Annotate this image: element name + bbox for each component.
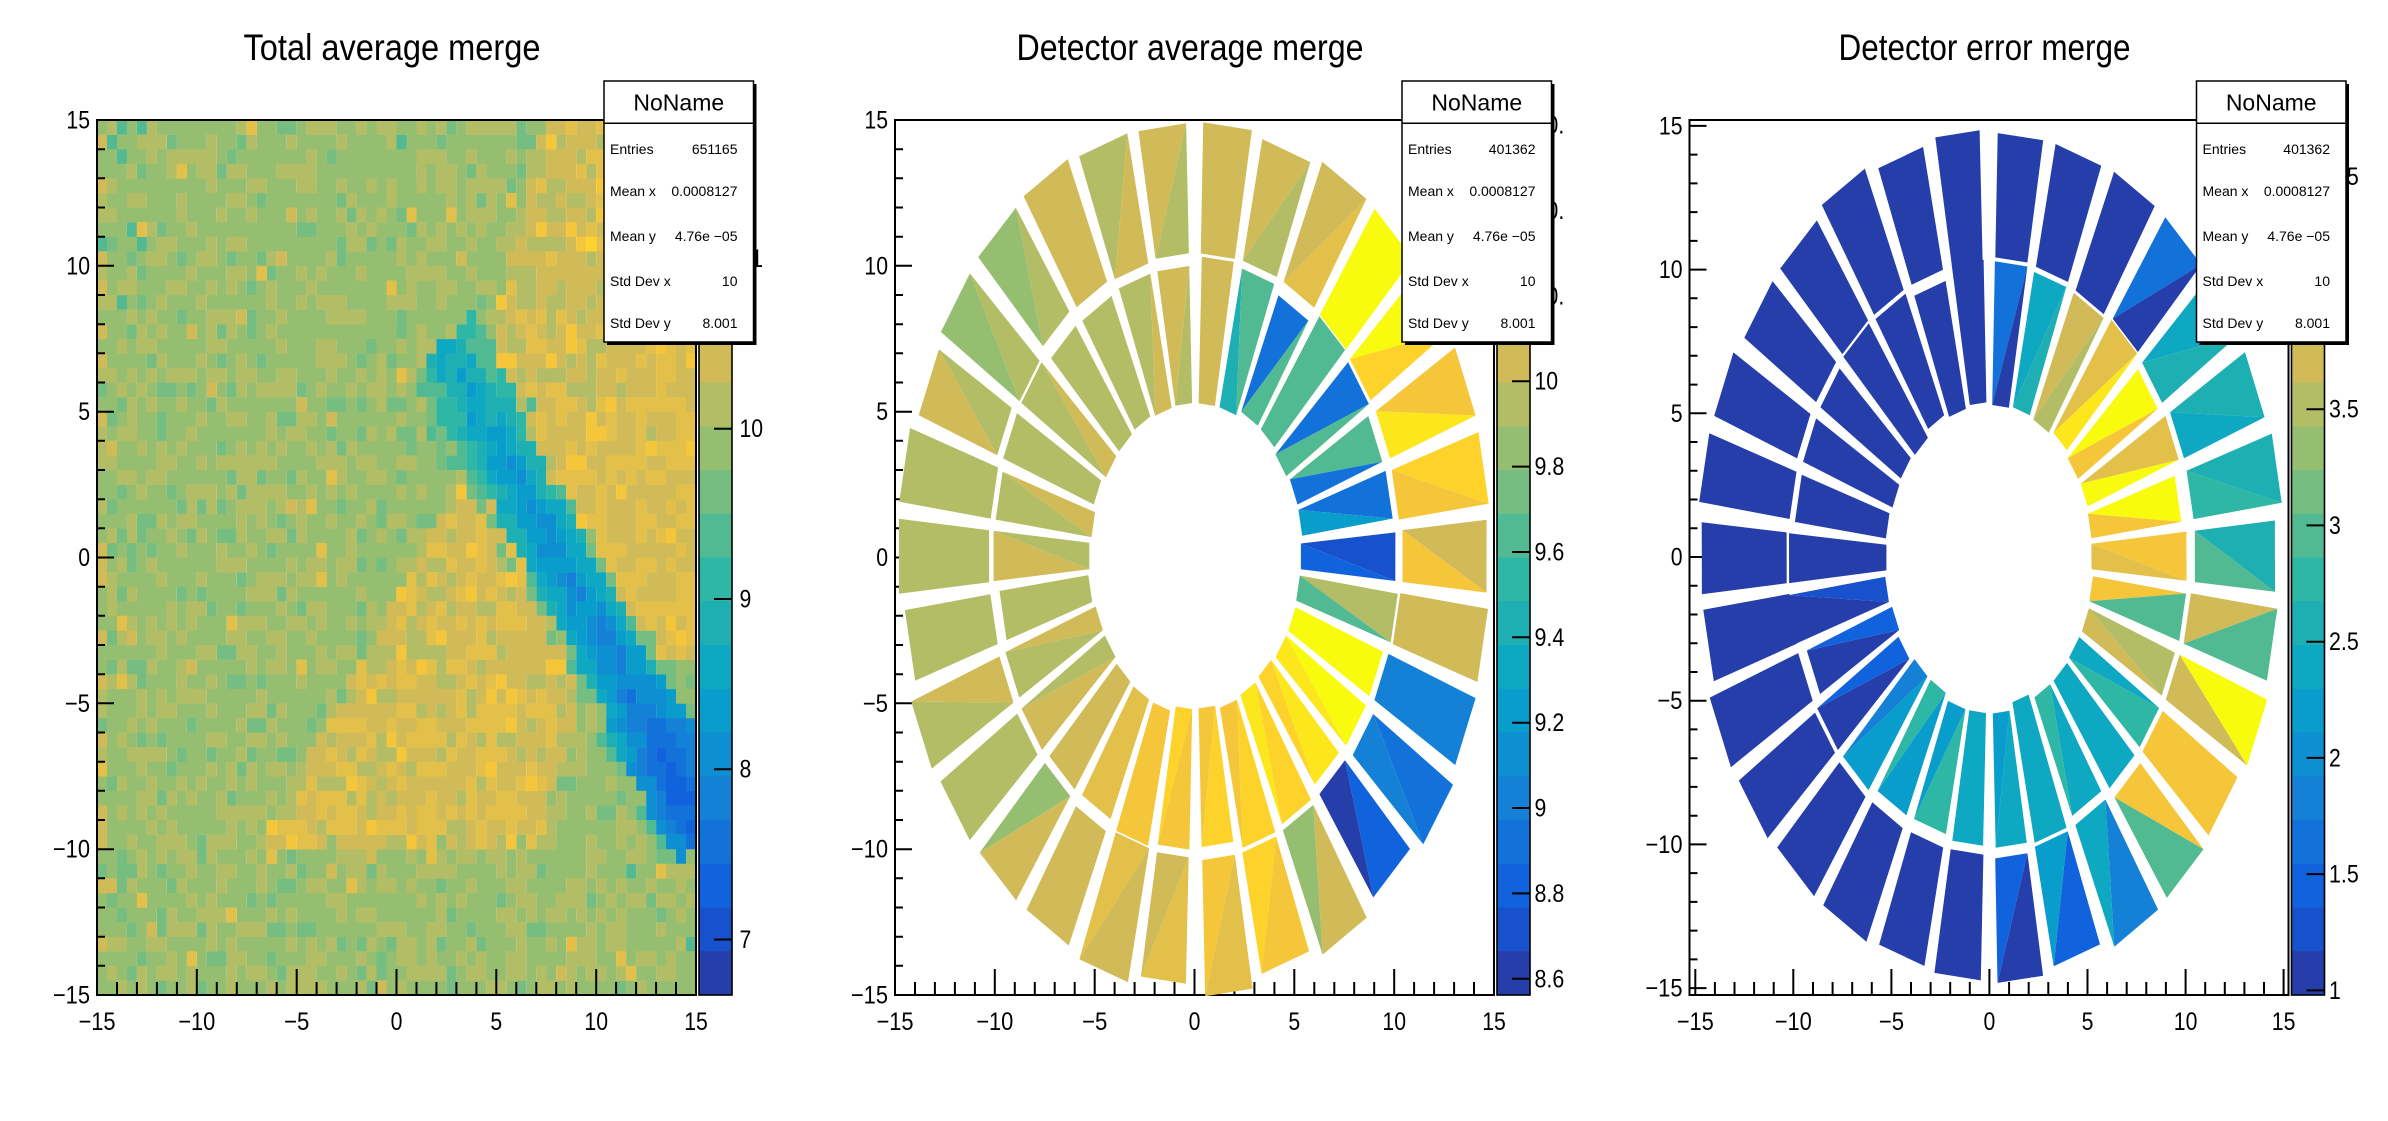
svg-text:5: 5 [490, 1008, 502, 1036]
svg-text:8.001: 8.001 [1500, 315, 1535, 331]
svg-text:15: 15 [1482, 1008, 1506, 1036]
svg-text:0: 0 [1671, 544, 1683, 572]
svg-text:0.0008127: 0.0008127 [1469, 183, 1535, 199]
svg-text:4.76e −05: 4.76e −05 [2267, 228, 2330, 244]
svg-text:Std Dev y: Std Dev y [1408, 315, 1469, 331]
svg-text:−10: −10 [851, 836, 888, 864]
svg-text:10: 10 [1535, 368, 1559, 396]
svg-text:NoName: NoName [2226, 90, 2317, 116]
svg-text:0.0008127: 0.0008127 [671, 183, 737, 199]
svg-text:Detector average merge: Detector average merge [1017, 27, 1364, 68]
svg-text:15: 15 [66, 107, 90, 135]
svg-text:5: 5 [2082, 1008, 2094, 1036]
svg-text:2: 2 [2329, 744, 2341, 772]
svg-text:10: 10 [584, 1008, 608, 1036]
svg-text:401362: 401362 [2283, 141, 2330, 157]
svg-text:−5: −5 [1082, 1008, 1107, 1036]
svg-text:NoName: NoName [1431, 90, 1522, 116]
svg-text:9.2: 9.2 [1535, 709, 1565, 737]
svg-text:Std Dev y: Std Dev y [2203, 315, 2264, 331]
svg-text:9: 9 [740, 586, 752, 614]
svg-text:1: 1 [2329, 977, 2341, 1005]
svg-text:9.6: 9.6 [1535, 539, 1565, 567]
svg-text:−10: −10 [1775, 1008, 1812, 1036]
svg-text:5: 5 [876, 398, 888, 426]
svg-text:Mean x: Mean x [1408, 183, 1454, 199]
svg-text:8.6: 8.6 [1535, 965, 1565, 993]
svg-text:10: 10 [66, 252, 90, 280]
svg-text:9: 9 [1535, 795, 1547, 823]
svg-text:10: 10 [1382, 1008, 1406, 1036]
svg-text:651165: 651165 [692, 141, 738, 157]
svg-text:5: 5 [1288, 1008, 1300, 1036]
svg-text:5: 5 [78, 398, 90, 426]
svg-text:Entries: Entries [2203, 141, 2247, 157]
svg-text:Total average merge: Total average merge [244, 27, 541, 68]
svg-text:−15: −15 [1677, 1008, 1714, 1036]
svg-text:4.76e −05: 4.76e −05 [1473, 228, 1536, 244]
svg-text:15: 15 [684, 1008, 708, 1036]
svg-text:−5: −5 [284, 1008, 309, 1036]
svg-text:7: 7 [740, 926, 752, 954]
svg-text:401362: 401362 [1489, 141, 1536, 157]
svg-text:−15: −15 [78, 1008, 115, 1036]
svg-text:−10: −10 [976, 1008, 1013, 1036]
svg-text:10: 10 [1520, 273, 1536, 289]
svg-text:−5: −5 [1879, 1008, 1904, 1036]
svg-text:8.001: 8.001 [702, 315, 737, 331]
svg-text:0.0008127: 0.0008127 [2264, 183, 2330, 199]
svg-text:Detector error merge: Detector error merge [1839, 27, 2131, 68]
svg-text:−5: −5 [1657, 687, 1682, 715]
svg-text:8.001: 8.001 [2295, 315, 2330, 331]
svg-text:15: 15 [2272, 1008, 2296, 1036]
svg-text:10: 10 [2314, 273, 2330, 289]
svg-text:−15: −15 [1645, 975, 1682, 1003]
svg-text:1.5: 1.5 [2329, 861, 2359, 889]
svg-text:15: 15 [1659, 112, 1683, 140]
svg-text:−5: −5 [863, 690, 888, 718]
svg-text:Entries: Entries [1408, 141, 1452, 157]
svg-text:Std Dev x: Std Dev x [2203, 273, 2264, 289]
svg-text:10: 10 [2174, 1008, 2198, 1036]
svg-text:10: 10 [722, 273, 738, 289]
svg-text:9.8: 9.8 [1535, 453, 1565, 481]
svg-text:−10: −10 [1645, 831, 1682, 859]
svg-text:5: 5 [1671, 400, 1683, 428]
svg-text:−10: −10 [53, 836, 90, 864]
svg-text:3.5: 3.5 [2329, 396, 2359, 424]
svg-text:Mean y: Mean y [2203, 228, 2249, 244]
svg-text:Mean x: Mean x [610, 183, 656, 199]
svg-text:Mean y: Mean y [610, 228, 656, 244]
svg-text:0: 0 [876, 544, 888, 572]
svg-text:0: 0 [78, 544, 90, 572]
svg-text:0: 0 [1984, 1008, 1996, 1036]
svg-text:2.5: 2.5 [2329, 628, 2359, 656]
svg-text:−15: −15 [876, 1008, 913, 1036]
svg-text:9.4: 9.4 [1535, 624, 1565, 652]
svg-text:10: 10 [864, 252, 888, 280]
svg-text:−5: −5 [65, 690, 90, 718]
svg-text:15: 15 [864, 107, 888, 135]
svg-text:Entries: Entries [610, 141, 654, 157]
svg-text:10: 10 [1659, 256, 1683, 284]
svg-text:−10: −10 [178, 1008, 215, 1036]
svg-text:Mean y: Mean y [1408, 228, 1454, 244]
svg-text:8.8: 8.8 [1535, 880, 1565, 908]
svg-text:10: 10 [740, 415, 764, 443]
svg-text:8: 8 [740, 756, 752, 784]
svg-text:−15: −15 [851, 982, 888, 1010]
svg-text:0: 0 [1189, 1008, 1201, 1036]
svg-text:Mean x: Mean x [2203, 183, 2249, 199]
svg-text:−15: −15 [53, 982, 90, 1010]
svg-text:0: 0 [391, 1008, 403, 1036]
svg-text:3: 3 [2329, 512, 2341, 540]
svg-text:Std Dev x: Std Dev x [610, 273, 671, 289]
svg-text:Std Dev x: Std Dev x [1408, 273, 1469, 289]
svg-text:Std Dev y: Std Dev y [610, 315, 671, 331]
svg-text:NoName: NoName [633, 90, 724, 116]
svg-text:4.76e −05: 4.76e −05 [675, 228, 738, 244]
